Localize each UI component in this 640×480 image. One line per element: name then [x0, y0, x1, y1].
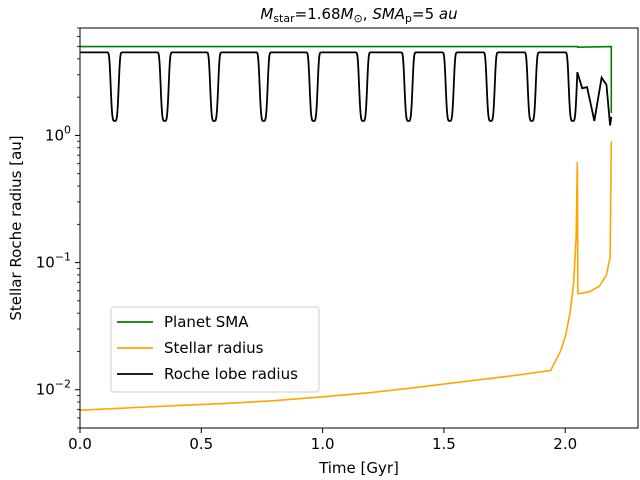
plot-area-frame [79, 27, 639, 429]
x-tick-label: 1.0 [311, 435, 335, 453]
y-tick-label: 10−2 [36, 378, 71, 399]
legend-label: Planet SMA [164, 313, 249, 331]
x-tick-label: 0.0 [68, 435, 92, 453]
y-tick-label: 10−1 [36, 251, 71, 272]
legend-label: Roche lobe radius [164, 365, 298, 383]
legend-box [110, 306, 320, 393]
x-tick-label: 0.5 [189, 435, 213, 453]
roche-lobe-radius-line [80, 51, 613, 126]
x-axis-label: Time [Gyr] [318, 459, 399, 477]
y-axis-label: Stellar Roche radius [au] [7, 135, 25, 320]
x-tick-label: 2.0 [553, 435, 577, 453]
x-tick-label: 1.5 [432, 435, 456, 453]
y-tick-label: 100 [45, 123, 71, 144]
chart-title: Mstar=1.68M⊙, SMAp=5 au [260, 5, 457, 25]
legend: Planet SMA Stellar radius Roche lobe radiu… [110, 306, 320, 393]
stellar-radius-line [79, 141, 613, 412]
legend-label: Stellar radius [164, 339, 264, 357]
planet-sma-line [80, 45, 613, 114]
